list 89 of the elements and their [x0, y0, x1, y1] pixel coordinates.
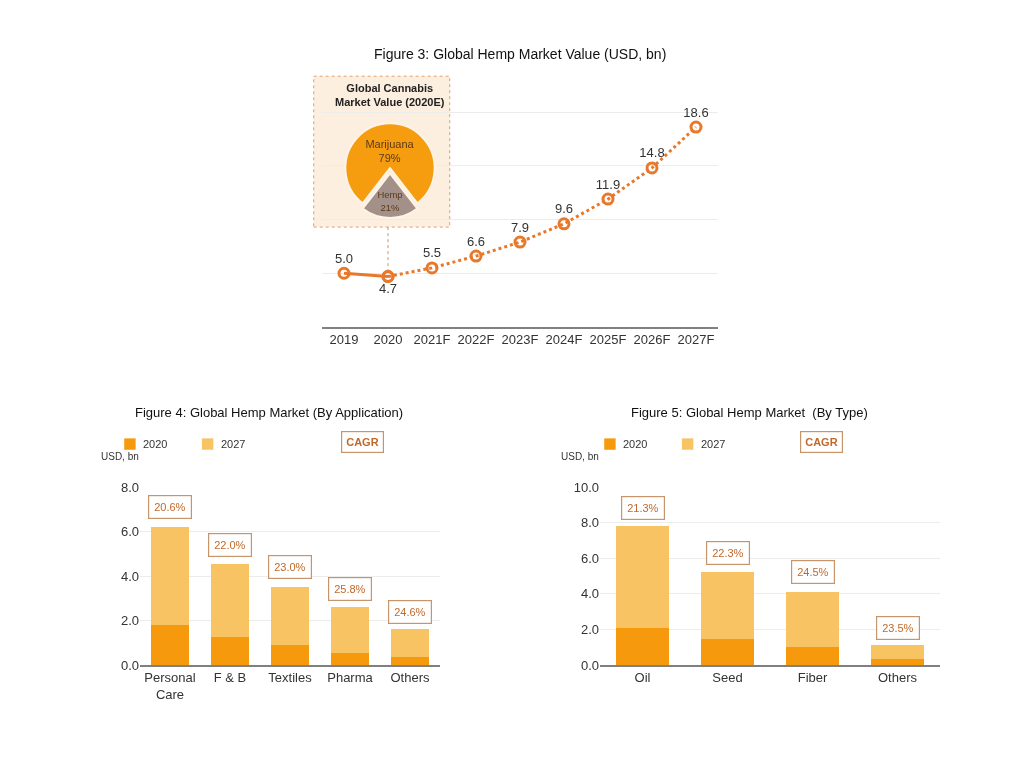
bar [271, 644, 309, 665]
bar [331, 607, 369, 653]
annotation: 23.5% [882, 622, 914, 635]
data-label: 6.6 [466, 233, 486, 249]
bar [151, 527, 189, 625]
x-tick-label: 2025F [589, 332, 627, 348]
x-tick-label: Textiles [268, 670, 313, 686]
y-axis-title: USD, bn [561, 451, 599, 462]
x-tick-label: 2021F [413, 332, 451, 348]
bar [701, 639, 754, 665]
x-tick-label: 2020 [373, 332, 403, 348]
bar [786, 592, 839, 648]
y-tick-label: 2.0 [120, 613, 139, 629]
x-tick-label: Others [877, 670, 918, 686]
chart-title: Figure 5: Global Hemp Market (By Type) [631, 405, 868, 420]
y-axis-title: USD, bn [101, 451, 139, 462]
annotation: 21.3% [627, 502, 659, 515]
y-tick-label: 4.0 [120, 568, 139, 584]
x-tick-label: Seed [712, 670, 743, 686]
x-tick-label: Others [390, 670, 430, 686]
point [645, 161, 659, 175]
data-label: 11.9 [595, 176, 621, 192]
point [513, 235, 527, 249]
text: CAGR [805, 436, 838, 449]
data-label: 7.9 [510, 219, 530, 235]
annotation: 25.8% [334, 583, 366, 596]
data-label: 21% [380, 201, 401, 213]
annotation: 24.5% [797, 566, 829, 579]
point [557, 217, 571, 231]
legend-label: 2020 [143, 438, 168, 450]
y-tick-label: 2.0 [580, 621, 599, 637]
x-tick-label: 2019 [329, 332, 359, 348]
y-tick-label: 6.0 [580, 550, 599, 566]
point [337, 266, 351, 280]
bar [871, 644, 924, 659]
bar [151, 624, 189, 665]
point [425, 261, 439, 275]
bar [271, 587, 309, 645]
x-tick-label: F & B [213, 670, 247, 686]
y-tick-label: 0.0 [120, 657, 139, 673]
x-tick-label: 2023F [501, 332, 539, 348]
bar [616, 627, 669, 665]
point [469, 249, 483, 263]
y-tick-label: 10.0 [573, 479, 599, 495]
legend-label: 2027 [701, 438, 726, 450]
annotation: 23.0% [274, 561, 306, 574]
chart-title: Figure 3: Global Hemp Market Value (USD, bn) [374, 46, 667, 62]
bar [211, 637, 249, 665]
x-tick-label: 2026F [633, 332, 671, 348]
x-tick-label: Oil [634, 670, 651, 686]
annotation: 24.6% [394, 606, 426, 619]
data-label: 9.6 [554, 201, 574, 217]
bar [786, 647, 839, 665]
bar [616, 526, 669, 628]
slice-label: Marijuana [365, 137, 415, 150]
annotation: 22.3% [712, 547, 744, 560]
data-label: 18.6 [683, 104, 709, 120]
y-tick-label: 8.0 [120, 479, 139, 495]
data-label: 5.5 [422, 245, 442, 261]
legend-label: 2020 [623, 438, 648, 450]
bar [391, 657, 429, 665]
point [601, 192, 615, 206]
data-label: 4.7 [378, 281, 398, 297]
slice-label: Hemp [377, 189, 403, 201]
chart-title: Global Cannabis Market Value (2020E) [335, 82, 445, 109]
data-label: 79% [378, 151, 401, 164]
x-tick-label: 2022F [457, 332, 495, 348]
text: CAGR [346, 436, 379, 449]
bar [701, 572, 754, 640]
y-tick-label: 8.0 [580, 515, 599, 531]
annotation: 22.0% [214, 539, 246, 552]
legend-label: 2027 [221, 438, 246, 450]
chart-title: Figure 4: Global Hemp Market (By Application) [135, 405, 404, 420]
bar [331, 652, 369, 665]
data-label: 14.8 [639, 145, 665, 161]
data-label: 5.0 [334, 250, 354, 266]
bar [871, 658, 924, 665]
x-tick-label: 2024F [545, 332, 583, 348]
y-tick-label: 4.0 [580, 586, 599, 602]
x-tick-label: Personal Care [144, 670, 196, 703]
x-tick-label: Pharma [327, 670, 374, 686]
bar [211, 563, 249, 638]
bar [391, 629, 429, 658]
point [689, 120, 703, 134]
x-tick-label: Fiber [797, 670, 828, 686]
y-tick-label: 6.0 [120, 524, 139, 540]
x-tick-label: 2027F [677, 332, 715, 348]
annotation: 20.6% [154, 501, 186, 514]
y-tick-label: 0.0 [580, 657, 599, 673]
